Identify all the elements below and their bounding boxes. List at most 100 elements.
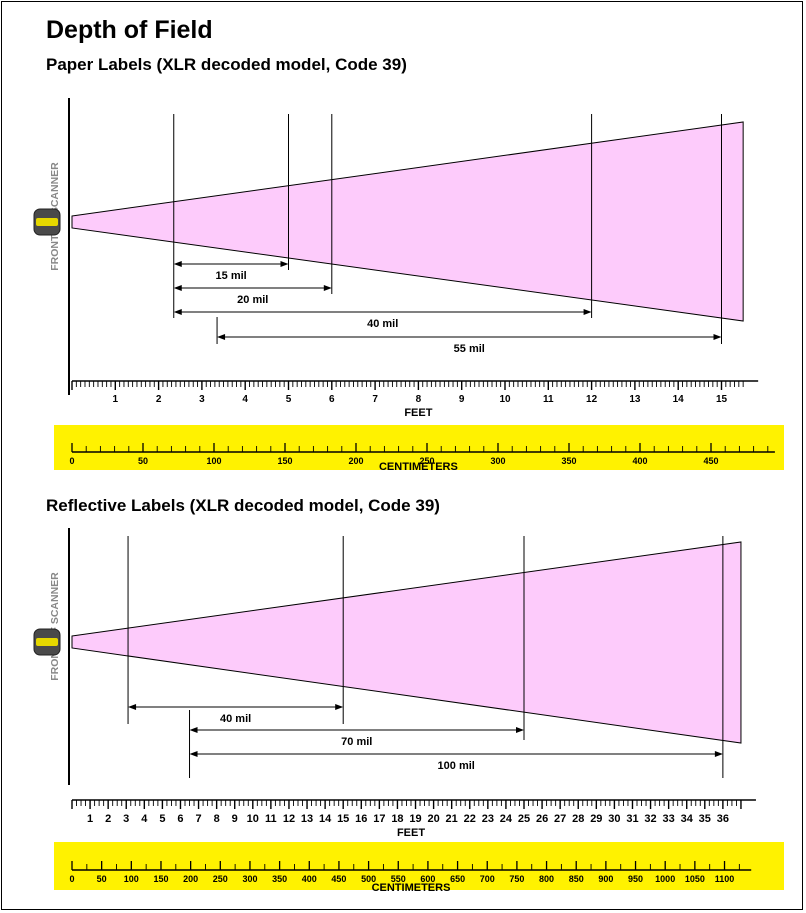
feet-tick-label: 31 [626,813,638,825]
centimeters-tick-label: 50 [138,456,148,466]
centimeters-tick-label: 250 [213,874,228,884]
centimeters-tick-label: 500 [361,874,376,884]
centimeters-tick-label: 850 [569,874,584,884]
feet-tick-label: 23 [482,813,494,825]
feet-tick-label: 4 [242,394,248,405]
feet-tick-label: 15 [716,394,728,405]
paper-labels-subtitle: Paper Labels (XLR decoded model, Code 39… [46,55,407,74]
feet-tick-label: 6 [329,394,335,405]
centimeters-tick-label: 1000 [655,874,675,884]
feet-tick-label: 4 [141,813,148,825]
feet-tick-label: 36 [717,813,729,825]
feet-tick-label: 9 [459,394,465,405]
range-arrow-head-left [189,727,198,733]
range-arrow-head-left [217,334,226,340]
range-arrow-head-right [713,334,722,340]
feet-tick-label: 19 [409,813,421,825]
centimeters-tick-label: 800 [539,874,554,884]
range-arrow-head-right [714,751,723,757]
centimeters-tick-label: 250 [419,456,434,466]
feet-tick-label: 1 [113,394,119,405]
range-arrow-head-left [173,261,182,267]
scanner-window-icon [36,638,58,646]
centimeters-tick-label: 400 [632,456,647,466]
centimeters-tick-label: 100 [124,874,139,884]
feet-tick-label: 5 [286,394,292,405]
feet-tick-label: 28 [572,813,584,825]
feet-tick-label: 14 [673,394,685,405]
centimeters-tick-label: 100 [206,456,221,466]
centimeters-tick-label: 750 [509,874,524,884]
centimeters-tick-label: 1100 [715,874,735,884]
feet-tick-label: 12 [586,394,598,405]
feet-tick-label: 22 [464,813,476,825]
feet-tick-label: 16 [355,813,367,825]
feet-tick-label: 3 [123,813,129,825]
centimeters-axis-label: CENTIMETERS [379,461,458,473]
range-arrow-head-left [173,309,182,315]
feet-tick-label: 15 [337,813,349,825]
feet-tick-label: 26 [536,813,548,825]
feet-tick-label: 33 [663,813,675,825]
centimeters-tick-label: 0 [69,874,74,884]
feet-tick-label: 29 [590,813,602,825]
centimeters-tick-label: 1050 [685,874,705,884]
feet-tick-label: 30 [608,813,620,825]
centimeters-tick-label: 200 [348,456,363,466]
centimeters-tick-label: 300 [242,874,257,884]
range-arrow-head-left [189,751,198,757]
centimeters-tick-label: 300 [490,456,505,466]
feet-tick-label: 17 [373,813,385,825]
page-title: Depth of Field [46,16,213,44]
feet-tick-label: 8 [416,394,422,405]
feet-tick-label: 32 [644,813,656,825]
scanner-window-icon [36,218,58,226]
feet-tick-label: 1 [87,813,93,825]
feet-tick-label: 2 [105,813,111,825]
range-arrow-head-right [335,704,344,710]
feet-tick-label: 13 [629,394,641,405]
range-arrow-head-left [173,285,182,291]
feet-tick-label: 35 [699,813,711,825]
feet-tick-label: 13 [301,813,313,825]
feet-tick-label: 7 [372,394,378,405]
range-label: 20 mil [237,294,268,306]
feet-tick-label: 7 [195,813,201,825]
centimeters-tick-label: 650 [450,874,465,884]
centimeters-tick-label: 350 [561,456,576,466]
front-of-scanner-label: FRONT OF SCANNER [49,572,61,681]
feet-tick-label: 3 [199,394,205,405]
range-label: 15 mil [216,270,247,282]
range-arrow-head-right [583,309,592,315]
feet-tick-label: 5 [159,813,165,825]
scan-beam-area [71,121,744,322]
range-arrow-head-right [323,285,332,291]
feet-tick-label: 34 [681,813,694,825]
feet-axis-label: FEET [397,827,425,839]
feet-tick-label: 11 [543,394,554,405]
feet-tick-label: 10 [499,394,511,405]
feet-tick-label: 20 [427,813,439,825]
range-arrow-head-right [280,261,289,267]
centimeters-tick-label: 50 [97,874,107,884]
feet-tick-label: 10 [247,813,259,825]
centimeters-tick-label: 200 [183,874,198,884]
range-label: 40 mil [367,318,398,330]
centimeters-tick-label: 150 [277,456,292,466]
centimeters-tick-label: 600 [420,874,435,884]
range-label: 70 mil [341,736,372,748]
centimeters-tick-label: 700 [480,874,495,884]
feet-tick-label: 25 [518,813,530,825]
centimeters-tick-label: 450 [331,874,346,884]
feet-tick-label: 18 [391,813,403,825]
centimeters-tick-label: 550 [391,874,406,884]
reflective-labels-subtitle: Reflective Labels (XLR decoded model, Co… [46,496,440,515]
feet-axis-label: FEET [404,407,432,419]
centimeters-tick-label: 400 [302,874,317,884]
centimeters-tick-label: 450 [703,456,718,466]
range-label: 40 mil [220,713,251,725]
range-label: 55 mil [454,343,485,355]
centimeters-tick-label: 950 [628,874,643,884]
